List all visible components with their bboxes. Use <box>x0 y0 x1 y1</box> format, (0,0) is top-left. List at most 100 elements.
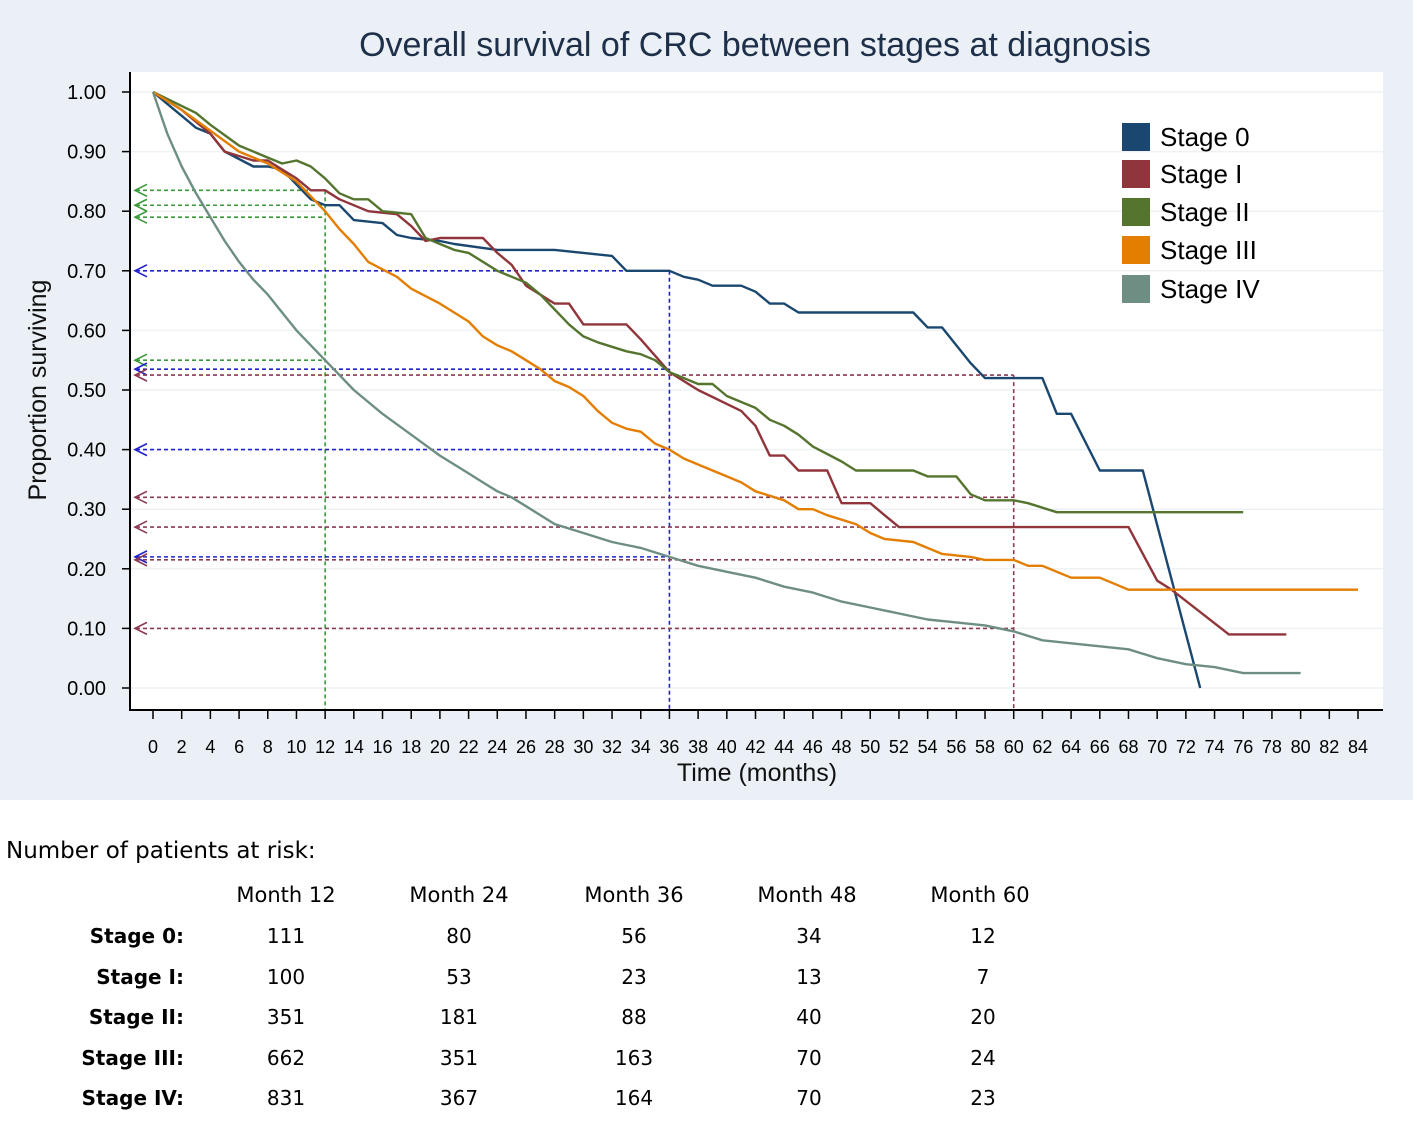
risk-cell: 24 <box>970 1046 996 1070</box>
x-tick-label: 24 <box>487 737 507 757</box>
x-tick-label: 68 <box>1118 737 1138 757</box>
grid-lines <box>130 91 1383 689</box>
curve-stage-iii <box>152 90 1358 591</box>
risk-cell: 181 <box>439 1005 479 1029</box>
x-tick-label: 50 <box>860 737 880 757</box>
legend-swatch <box>1122 198 1150 226</box>
y-tick-label: 0.90 <box>67 142 106 164</box>
y-tick-label: 0.40 <box>67 440 106 462</box>
legend: Stage 0 Stage I Stage II Stage III Stage IV <box>1122 122 1260 304</box>
risk-cell: 831 <box>266 1086 306 1110</box>
x-tick-label: 32 <box>602 737 622 757</box>
reference-arrowhead <box>133 264 148 278</box>
curve-stage-0 <box>152 91 1202 689</box>
x-tick-label: 56 <box>946 737 966 757</box>
x-tick-label: 14 <box>344 737 364 757</box>
legend-label: Stage IV <box>1160 274 1260 304</box>
x-tick-label: 20 <box>430 737 450 757</box>
risk-row-label-stage-iv: Stage IV: <box>81 1086 184 1110</box>
x-tick-label: 64 <box>1061 737 1081 757</box>
risk-col-month-24: Month 24 <box>409 883 509 907</box>
survival-chart: Overall survival of CRC between stages a… <box>24 26 1383 787</box>
risk-table-title: Number of patients at risk: <box>6 838 316 864</box>
x-tick-label: 26 <box>516 737 536 757</box>
survival-curves <box>151 90 1358 689</box>
risk-cell: 40 <box>796 1005 822 1029</box>
reference-arrowhead <box>133 368 148 382</box>
risk-cell: 23 <box>970 1086 996 1110</box>
risk-cell: 100 <box>266 965 306 989</box>
y-tick-label: 1.00 <box>67 82 106 104</box>
risk-col-month-12: Month 12 <box>236 883 336 907</box>
x-tick-label: 52 <box>889 737 909 757</box>
curve-stage-ii <box>152 90 1244 514</box>
x-tick-label: 0 <box>148 737 158 757</box>
x-tick-label: 36 <box>659 737 679 757</box>
x-tick-label: 10 <box>286 737 306 757</box>
reference-lines <box>133 183 1015 710</box>
x-tick-label: 72 <box>1176 737 1196 757</box>
reference-arrowhead <box>133 442 148 457</box>
risk-table: Number of patients at risk: Month 12 Mon… <box>0 830 1417 1127</box>
x-tick-label: 22 <box>459 737 479 757</box>
y-tick-label: 0.00 <box>67 678 106 700</box>
risk-cell: 367 <box>439 1086 479 1110</box>
risk-cell: 351 <box>266 1005 306 1029</box>
risk-cell: 23 <box>621 965 647 989</box>
risk-cell: 7 <box>976 965 990 989</box>
y-tick-label: 0.70 <box>67 261 106 283</box>
x-tick-label: 2 <box>177 737 187 757</box>
x-axis-label: Time (months) <box>677 759 837 787</box>
risk-cell: 34 <box>796 924 822 948</box>
legend-swatch <box>1122 236 1150 264</box>
x-tick-label: 44 <box>774 737 794 757</box>
y-tick-label: 0.60 <box>67 320 106 342</box>
risk-col-month-60: Month 60 <box>930 883 1030 907</box>
curve-stage-iv <box>151 91 1301 675</box>
risk-cell: 20 <box>970 1005 996 1029</box>
risk-cell: 351 <box>439 1046 479 1070</box>
risk-cell: 12 <box>970 924 996 948</box>
x-tick-label: 58 <box>975 737 995 757</box>
reference-arrowhead <box>133 553 148 567</box>
axes: 0.00 0.10 0.20 0.30 0.40 0.50 0.60 0.70 0.80 0.90… <box>67 72 1383 757</box>
x-tick-label: 42 <box>745 737 765 757</box>
legend-swatch <box>1122 275 1150 303</box>
risk-col-month-48: Month 48 <box>757 883 857 907</box>
x-tick-label: 80 <box>1291 737 1311 757</box>
reference-arrowhead <box>133 520 148 534</box>
x-tick-label: 48 <box>832 737 852 757</box>
risk-cell: 662 <box>266 1046 306 1070</box>
risk-row-label-stage-i: Stage I: <box>96 965 184 989</box>
reference-arrowhead <box>133 550 148 564</box>
x-tick-label: 82 <box>1319 737 1339 757</box>
risk-col-month-36: Month 36 <box>584 883 684 907</box>
y-tick-label: 0.10 <box>67 618 106 640</box>
reference-arrowhead <box>133 210 148 224</box>
risk-cell: 164 <box>614 1086 654 1110</box>
y-tick-label: 0.20 <box>67 559 106 581</box>
risk-row-label-stage-iii: Stage III: <box>81 1046 184 1070</box>
reference-arrowhead <box>133 198 148 212</box>
chart-panel: Overall survival of CRC between stages a… <box>0 0 1413 800</box>
x-tick-label: 30 <box>573 737 593 757</box>
legend-label: Stage III <box>1160 235 1257 265</box>
y-tick-label: 0.80 <box>67 201 106 223</box>
risk-cell: 80 <box>446 924 472 948</box>
x-tick-label: 84 <box>1348 737 1368 757</box>
reference-arrowhead <box>133 362 148 376</box>
x-tick-label: 4 <box>205 737 215 757</box>
risk-cell: 70 <box>796 1046 822 1070</box>
x-tick-label: 78 <box>1262 737 1282 757</box>
reference-arrowhead <box>133 353 148 367</box>
chart-title: Overall survival of CRC between stages a… <box>359 26 1151 64</box>
risk-cell: 111 <box>266 924 306 948</box>
legend-label: Stage II <box>1160 197 1250 227</box>
y-axis-label: Proportion surviving <box>24 280 52 501</box>
x-tick-label: 18 <box>401 737 421 757</box>
risk-cell: 56 <box>621 924 647 948</box>
x-tick-label: 62 <box>1032 737 1052 757</box>
x-tick-label: 8 <box>263 737 273 757</box>
x-tick-label: 34 <box>631 737 651 757</box>
x-tick-label: 6 <box>234 737 244 757</box>
